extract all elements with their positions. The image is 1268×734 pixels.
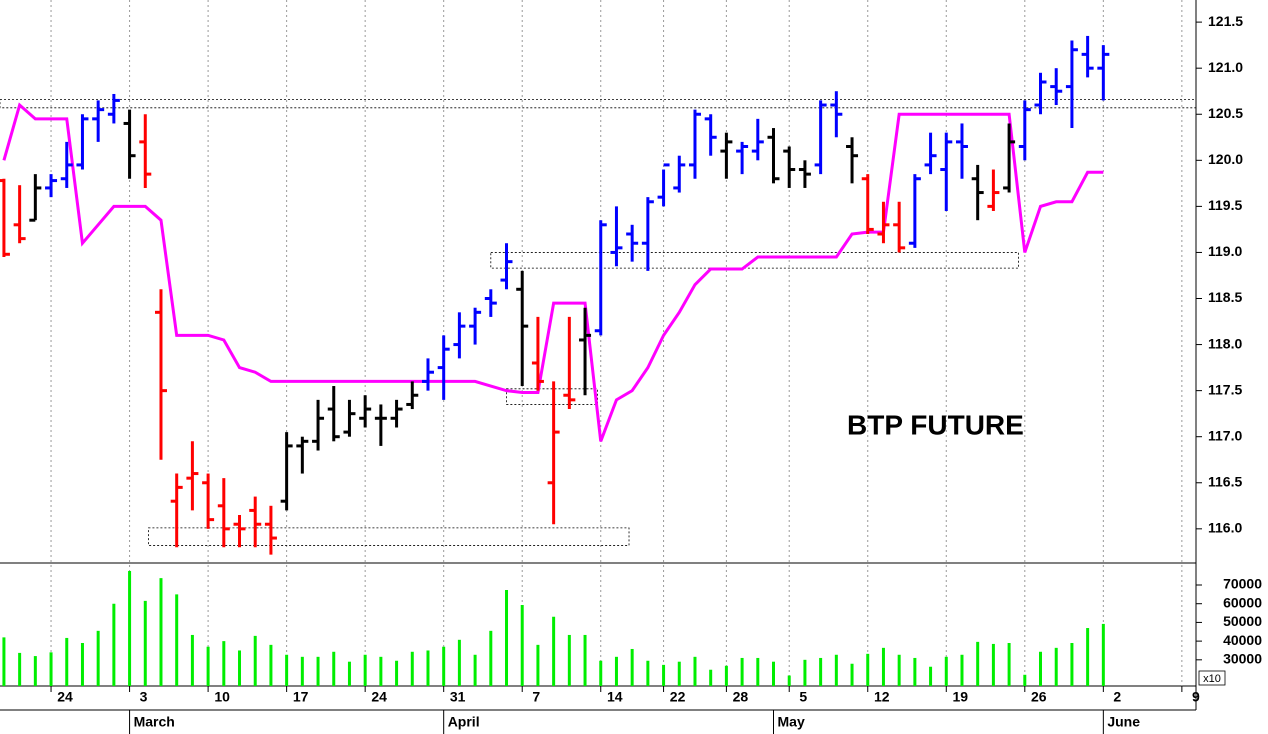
- y-tick-label: 118.0: [1208, 335, 1242, 351]
- month-label: June: [1107, 714, 1140, 730]
- annotation: BTP FUTURE: [847, 409, 1024, 440]
- y-tick-label: 117.0: [1208, 427, 1242, 443]
- y-tick-label: 120.0: [1208, 151, 1243, 167]
- x-tick-label: 2: [1113, 689, 1121, 705]
- y-tick-label: 118.5: [1208, 289, 1242, 305]
- y-tick-label: 121.5: [1208, 13, 1243, 29]
- month-label: April: [448, 714, 480, 730]
- x-tick-label: 10: [214, 689, 230, 705]
- x-tick-label: 24: [371, 689, 387, 705]
- y-tick-label: 50000: [1223, 613, 1262, 629]
- x-tick-label: 12: [874, 689, 890, 705]
- zone: [148, 527, 630, 546]
- x-tick-label: 3: [140, 689, 148, 705]
- unit-box: [1198, 670, 1226, 686]
- y-tick-label: 116.0: [1208, 520, 1242, 536]
- y-tick-label: 116.5: [1208, 473, 1242, 489]
- x-tick-label: 22: [670, 689, 686, 705]
- unit-label: x10: [1203, 673, 1221, 685]
- x-tick-label: 9: [1192, 689, 1200, 705]
- x-tick-label: 26: [1031, 689, 1047, 705]
- y-tick-label: 60000: [1223, 594, 1262, 610]
- x-tick-label: 28: [733, 689, 749, 705]
- x-tick-label: 14: [607, 689, 623, 705]
- y-tick-label: 117.5: [1208, 381, 1242, 397]
- zone: [0, 99, 1197, 109]
- y-tick-label: 120.5: [1208, 105, 1243, 121]
- y-tick-label: 119.0: [1208, 243, 1242, 259]
- x-tick-label: 24: [57, 689, 73, 705]
- month-label: March: [134, 714, 175, 730]
- y-tick-label: 121.0: [1208, 59, 1243, 75]
- y-tick-label: 119.5: [1208, 197, 1242, 213]
- x-tick-label: 19: [952, 689, 968, 705]
- x-tick-label: 7: [532, 689, 540, 705]
- x-tick-label: 5: [799, 689, 807, 705]
- x-tick-label: 31: [450, 689, 466, 705]
- y-tick-label: 70000: [1223, 576, 1262, 592]
- zone: [506, 388, 599, 405]
- month-label: May: [778, 714, 805, 730]
- y-tick-label: 40000: [1223, 632, 1262, 648]
- stop-line: [2, 102, 1104, 442]
- x-tick-label: 17: [293, 689, 309, 705]
- y-tick-label: 30000: [1223, 651, 1262, 667]
